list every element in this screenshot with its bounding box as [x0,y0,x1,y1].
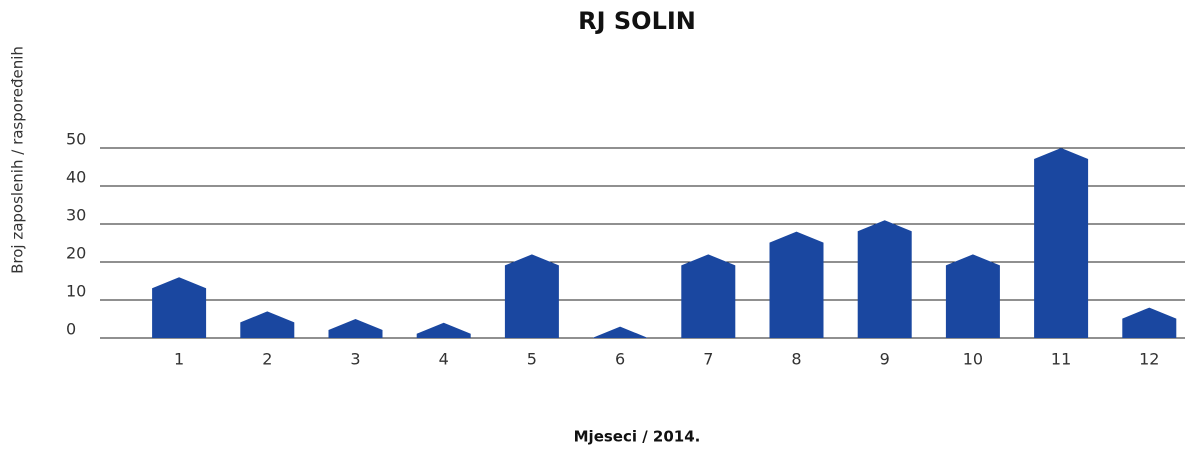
x-tick-label: 11 [1051,350,1071,369]
x-tick-label: 12 [1139,350,1159,369]
y-tick-label: 30 [66,206,86,225]
y-axis-label: Broj zaposlenih / raspoređenih [9,46,27,274]
x-tick-label: 5 [527,350,537,369]
bar [416,322,471,338]
x-tick-label: 3 [350,350,360,369]
bar [240,311,295,338]
bar [152,277,207,338]
bar [1034,148,1089,338]
bar [1122,307,1177,338]
x-tick-label: 10 [963,350,983,369]
bar [328,319,383,338]
x-tick-label: 8 [791,350,801,369]
bar [593,326,648,338]
y-tick-label: 20 [66,244,86,263]
x-tick-label: 9 [880,350,890,369]
x-tick-label: 6 [615,350,625,369]
bar [504,254,559,338]
y-tick-label: 0 [66,320,76,339]
bar [945,254,1000,338]
bar [681,254,736,338]
bar [857,220,912,338]
y-tick-label: 40 [66,168,86,187]
bar [769,231,824,338]
x-tick-label: 1 [174,350,184,369]
y-tick-label: 10 [66,282,86,301]
chart-title: RJ SOLIN [578,7,696,35]
y-tick-label: 50 [66,130,86,149]
x-tick-label: 2 [262,350,272,369]
x-axis-label: Mjeseci / 2014. [574,428,701,446]
x-tick-label: 7 [703,350,713,369]
x-tick-label: 4 [439,350,449,369]
